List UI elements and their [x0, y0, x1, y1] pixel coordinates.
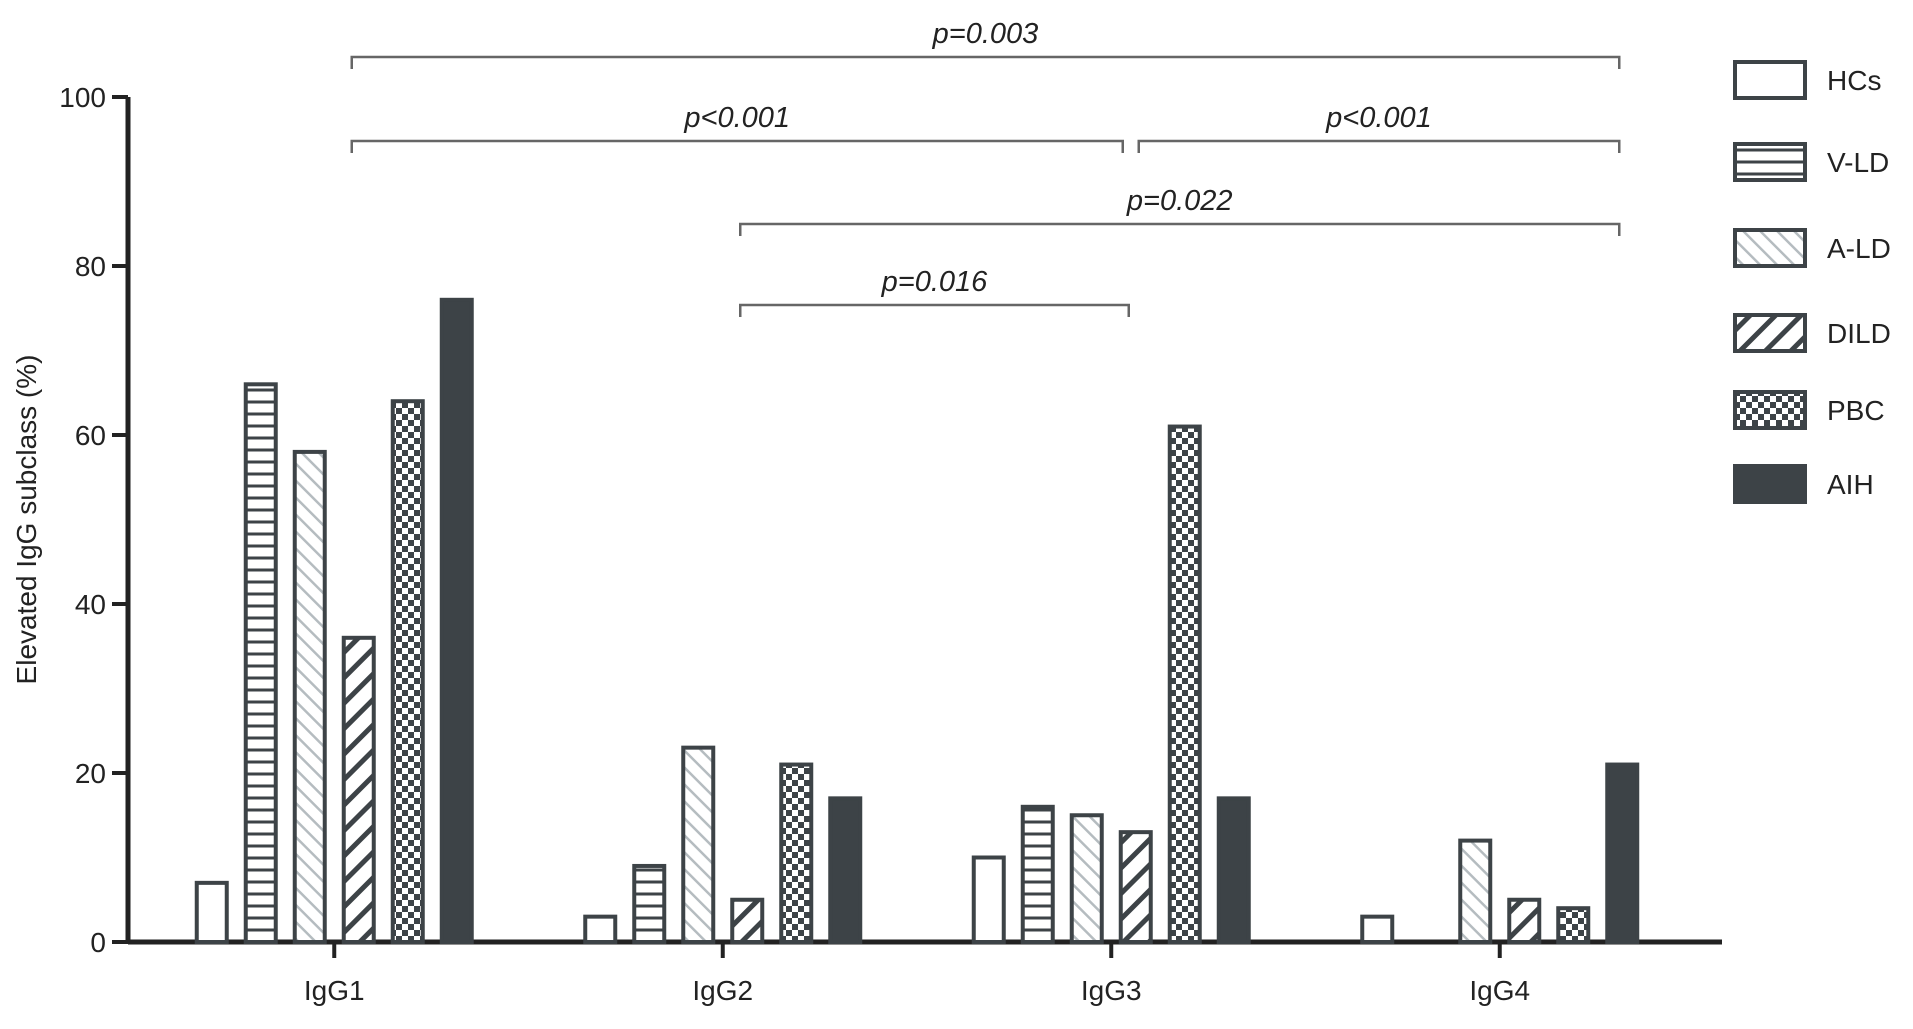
bar-A-LD-IgG4	[1458, 838, 1493, 944]
bar-AIH-IgG4	[1605, 762, 1640, 944]
bar-HCs-IgG1	[194, 880, 229, 944]
y-tick-label: 40	[75, 589, 106, 620]
x-tick-label-IgG1: IgG1	[304, 975, 365, 1006]
significance-bracket	[1137, 139, 1621, 153]
legend-label-A-LD: A-LD	[1827, 233, 1891, 264]
legend-swatch-DILD	[1733, 313, 1807, 353]
legend-label-DILD: DILD	[1827, 318, 1891, 349]
y-tick-label: 80	[75, 251, 106, 282]
legend-label-HCs: HCs	[1827, 65, 1881, 96]
bar-AIH-IgG1	[439, 297, 474, 944]
bar-A-LD-IgG1	[292, 449, 327, 944]
bar-V-LD-IgG3	[1020, 804, 1055, 944]
bar-DILD-IgG3	[1118, 830, 1153, 945]
legend-label-V-LD: V-LD	[1827, 147, 1889, 178]
legend-swatch-AIH	[1733, 464, 1807, 504]
bar-PBC-IgG4	[1556, 906, 1591, 945]
legend-label-AIH: AIH	[1827, 469, 1874, 500]
bar-DILD-IgG1	[341, 635, 376, 944]
bar-PBC-IgG2	[779, 762, 814, 944]
x-tick-label-IgG2: IgG2	[692, 975, 753, 1006]
bar-V-LD-IgG2	[632, 863, 667, 945]
legend-swatch-HCs	[1733, 60, 1807, 100]
bar-DILD-IgG4	[1507, 897, 1542, 944]
bar-A-LD-IgG3	[1069, 813, 1104, 944]
p-value-label: p<0.001	[1325, 102, 1432, 134]
bar-HCs-IgG3	[971, 855, 1006, 944]
legend-label-PBC: PBC	[1827, 395, 1885, 426]
significance-bracket	[350, 55, 1621, 69]
bar-HCs-IgG2	[583, 914, 618, 945]
legend-swatch-A-LD	[1733, 228, 1807, 268]
y-axis-title: Elevated IgG subclass (%)	[11, 355, 42, 685]
p-value-label: p=0.016	[881, 266, 989, 298]
legend-swatch-PBC	[1733, 390, 1807, 430]
p-value-label: p<0.001	[683, 102, 790, 134]
y-tick-label: 60	[75, 420, 106, 451]
bar-DILD-IgG2	[730, 897, 765, 944]
bar-AIH-IgG3	[1216, 796, 1251, 944]
significance-bracket	[739, 222, 1621, 236]
legend-swatch-V-LD	[1733, 142, 1807, 182]
x-tick-label-IgG4: IgG4	[1469, 975, 1530, 1006]
bar-PBC-IgG1	[390, 399, 425, 944]
significance-bracket	[350, 139, 1124, 153]
significance-bracket	[739, 303, 1130, 317]
p-value-label: p=0.022	[1126, 185, 1233, 217]
bar-PBC-IgG3	[1167, 424, 1202, 944]
y-tick-label: 0	[90, 927, 106, 958]
y-tick-label: 20	[75, 758, 106, 789]
p-value-label: p=0.003	[932, 18, 1039, 50]
bar-V-LD-IgG1	[243, 382, 278, 944]
x-tick-label-IgG3: IgG3	[1081, 975, 1142, 1006]
bar-AIH-IgG2	[828, 796, 863, 944]
bar-A-LD-IgG2	[681, 745, 716, 945]
y-tick-label: 100	[59, 82, 106, 113]
bar-HCs-IgG4	[1360, 914, 1395, 945]
